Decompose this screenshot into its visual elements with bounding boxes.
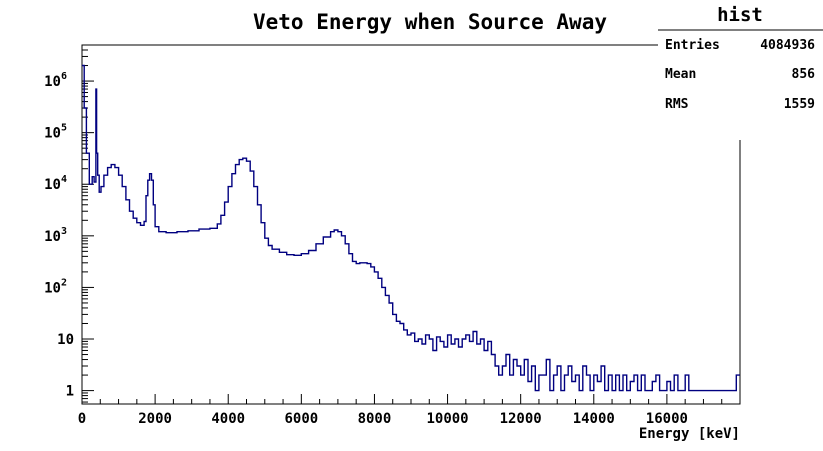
histogram-series-line — [82, 64, 740, 392]
stats-box-frame — [658, 30, 823, 140]
x-tick-label: 6000 — [284, 411, 318, 427]
y-tick-label: 102 — [44, 277, 67, 296]
y-tick-labels: 1 10 102 103 104 105 106 — [44, 71, 74, 400]
x-tick-label: 4000 — [211, 411, 245, 427]
stats-name: hist — [717, 4, 763, 26]
x-tick-label: 2000 — [138, 411, 172, 427]
y-tick-label: 104 — [44, 174, 67, 193]
x-tick-label: 10000 — [426, 411, 468, 427]
y-tick-label: 1 — [66, 384, 74, 400]
plot-frame — [81, 44, 741, 405]
stats-mean-value: 856 — [792, 67, 816, 82]
stats-entries-label: Entries — [665, 38, 720, 53]
x-tick-label: 16000 — [646, 411, 688, 427]
x-tick-label: 0 — [78, 411, 86, 427]
stats-rms-value: 1559 — [784, 97, 815, 112]
stats-mean-label: Mean — [665, 67, 696, 82]
y-tick-label: 103 — [44, 226, 67, 245]
x-tick-label: 14000 — [573, 411, 615, 427]
x-tick-label: 12000 — [500, 411, 542, 427]
x-tick-label: 8000 — [358, 411, 392, 427]
y-tick-label: 10 — [57, 332, 74, 348]
x-tick-labels: 0 2000 4000 6000 8000 10000 12000 14000 16000 — [78, 411, 688, 427]
y-tick-label: 105 — [44, 123, 67, 142]
chart-title: Veto Energy when Source Away — [253, 10, 607, 34]
stats-rms-label: RMS — [665, 97, 689, 112]
axis-ticks — [81, 44, 741, 404]
stats-entries-value: 4084936 — [760, 38, 815, 53]
y-tick-label: 106 — [44, 71, 67, 90]
x-axis-label: Energy [keV] — [639, 426, 740, 442]
stats-box: hist Entries 4084936 Mean 856 RMS 1559 — [658, 4, 823, 140]
